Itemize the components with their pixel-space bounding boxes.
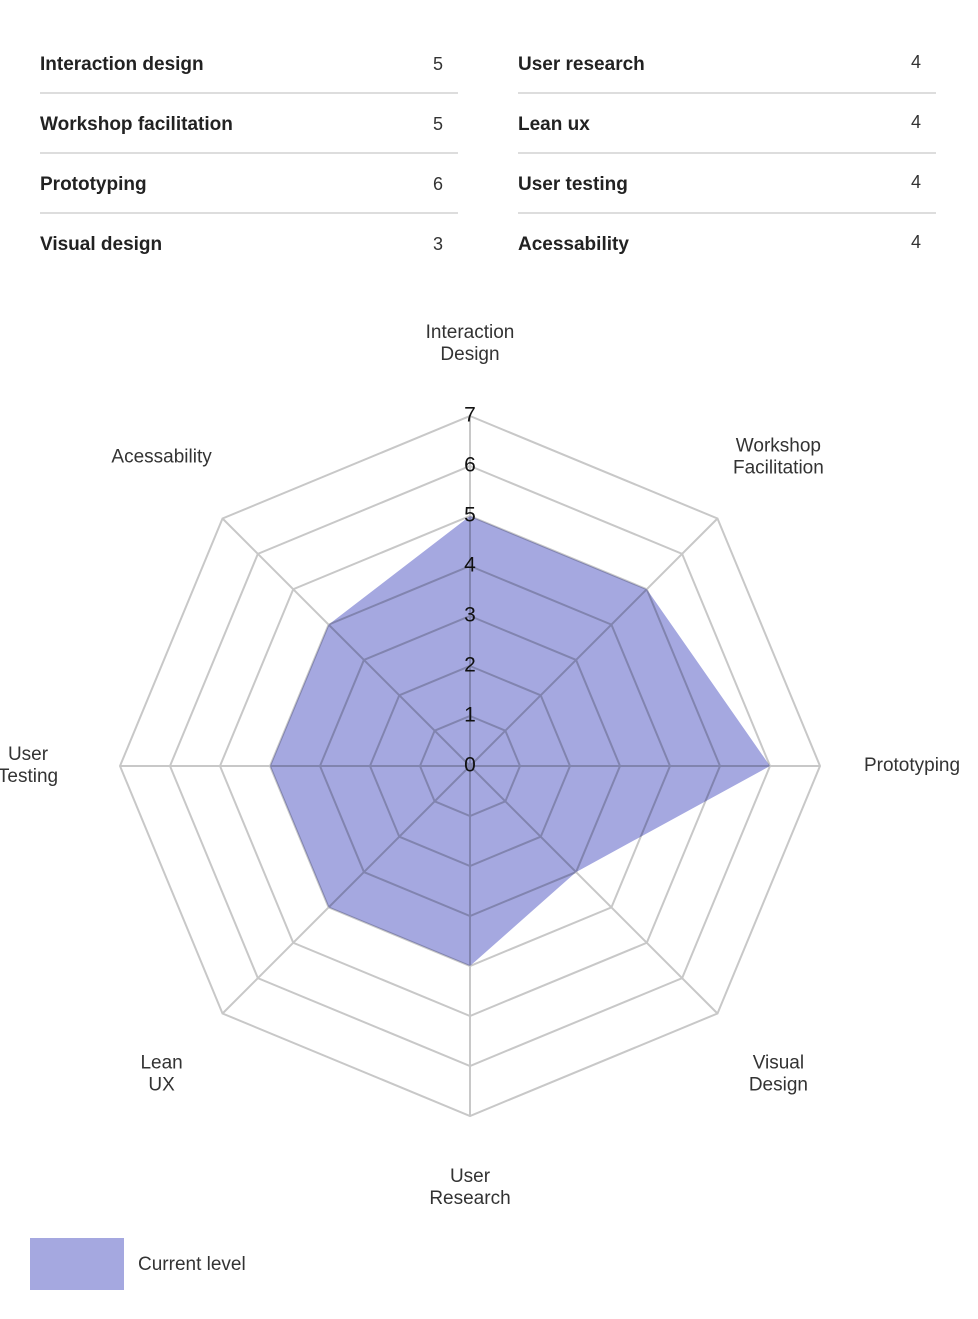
r-tick-label: 7 [464, 404, 476, 427]
r-tick-label: 4 [464, 554, 476, 577]
axis-label: User Testing [0, 744, 58, 787]
axis-label: Visual Design [749, 1052, 808, 1095]
legend-swatch [30, 1238, 124, 1290]
skill-level: 3 [433, 234, 443, 254]
skill-level: 5 [433, 54, 443, 74]
r-tick-label: 3 [464, 604, 476, 627]
legend-label: Current level [138, 1254, 246, 1275]
axis-label: User Research [429, 1166, 510, 1209]
r-tick-label: 0 [464, 754, 476, 777]
axis-label: Workshop Facilitation [733, 436, 824, 479]
radar-area [270, 516, 770, 966]
skill-name: User testing [518, 174, 628, 195]
skill-level: 4 [911, 172, 921, 192]
skill-name: Lean ux [518, 114, 590, 135]
skill-level: 4 [911, 232, 921, 252]
r-tick-label: 2 [464, 654, 476, 677]
axis-label: Interaction Design [426, 322, 515, 365]
skill-name: Prototyping [40, 174, 147, 195]
axis-label: Prototyping [864, 755, 960, 776]
r-tick-label: 6 [464, 454, 476, 477]
r-tick-label: 5 [464, 504, 476, 527]
r-tick-label: 1 [464, 704, 476, 727]
skill-level: 4 [911, 52, 921, 72]
axis-label: Acessability [111, 447, 212, 468]
skill-level: 5 [433, 114, 443, 134]
skill-name: Acessability [518, 234, 629, 255]
skill-level: 4 [911, 112, 921, 132]
skill-level: 6 [433, 174, 443, 194]
skill-name: User research [518, 54, 645, 75]
skill-name: Interaction design [40, 54, 204, 75]
axis-label: Lean UX [140, 1052, 182, 1095]
skill-name: Workshop facilitation [40, 114, 233, 135]
skill-name: Visual design [40, 234, 162, 255]
